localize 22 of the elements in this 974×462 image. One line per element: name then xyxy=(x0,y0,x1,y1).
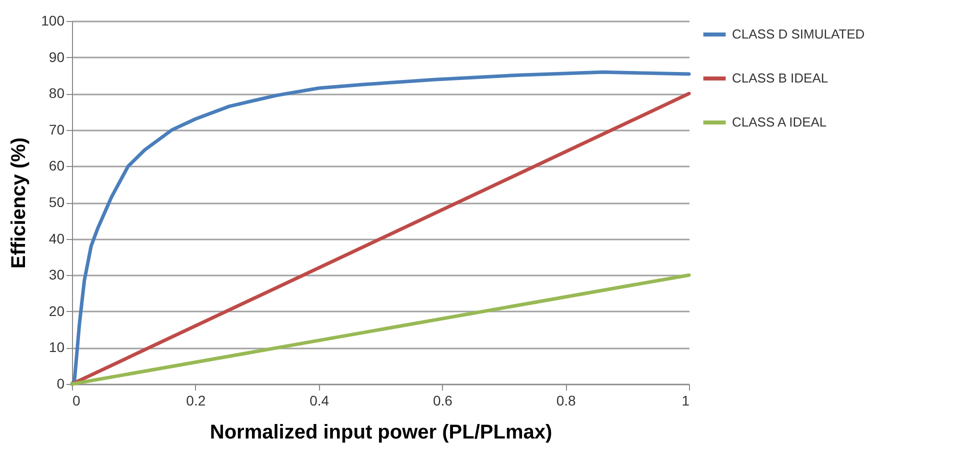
y-tick-label: 50 xyxy=(48,194,65,210)
y-tick-label: 100 xyxy=(41,12,65,28)
x-tick-label: 0.8 xyxy=(556,392,576,408)
y-tick-label: 20 xyxy=(48,302,65,319)
x-tick-label: 0 xyxy=(72,392,80,408)
x-tick-label: 1 xyxy=(682,392,690,408)
y-tick-label: 80 xyxy=(48,85,65,102)
x-axis-title: Normalized input power (PL/PLmax) xyxy=(210,422,552,444)
y-tick-label: 70 xyxy=(48,121,65,138)
y-tick-label: 60 xyxy=(48,158,65,174)
y-tick-label: 40 xyxy=(48,230,65,246)
y-tick-label: 30 xyxy=(48,266,65,283)
x-tick-label: 0.2 xyxy=(186,392,206,408)
y-tick-label: 90 xyxy=(48,48,65,65)
x-tick-label: 0.6 xyxy=(432,392,453,408)
y-tick-label: 10 xyxy=(48,339,65,356)
legend-label: CLASS B IDEAL xyxy=(732,70,828,86)
legend-label: CLASS D SIMULATED xyxy=(732,26,865,42)
y-axis-title: Efficiency (%) xyxy=(8,137,30,269)
legend-label: CLASS A IDEAL xyxy=(732,114,827,130)
x-tick-label: 0.4 xyxy=(310,392,330,408)
y-tick-label: 0 xyxy=(56,376,65,392)
